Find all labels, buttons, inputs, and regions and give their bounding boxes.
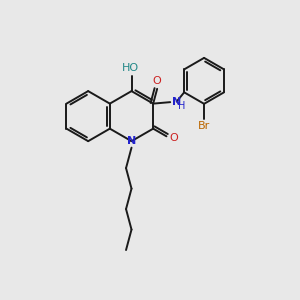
Text: O: O [169,133,178,143]
Text: HO: HO [122,63,139,74]
Text: Br: Br [198,122,210,131]
Text: O: O [152,76,161,86]
Text: N: N [127,136,136,146]
Text: N: N [172,97,181,106]
Text: H: H [178,101,185,111]
